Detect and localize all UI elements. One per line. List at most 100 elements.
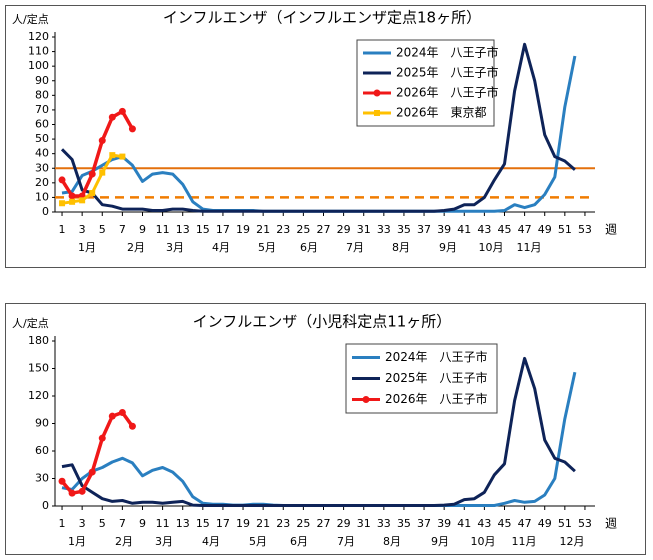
- x-tick-label: 33: [377, 517, 391, 530]
- month-label: 8月: [392, 241, 410, 254]
- x-tick-label: 49: [538, 517, 552, 530]
- month-label: 3月: [155, 535, 173, 548]
- point: [58, 176, 66, 184]
- point: [79, 197, 86, 204]
- point: [99, 169, 106, 176]
- month-label: 2月: [115, 535, 133, 548]
- x-tick-label: 31: [357, 517, 371, 530]
- point: [128, 125, 136, 133]
- y-tick-label: 70: [35, 103, 49, 116]
- x-tick-label: 3: [79, 517, 86, 530]
- x-tick-label: 37: [417, 517, 431, 530]
- x-tick-label: 35: [397, 517, 411, 530]
- x-tick-label: 51: [558, 517, 572, 530]
- legend-marker: [373, 89, 381, 97]
- month-label: 7月: [337, 535, 355, 548]
- y-tick-label: 50: [35, 132, 49, 145]
- x-axis-label: 週: [605, 223, 617, 237]
- x-tick-label: 39: [437, 223, 451, 236]
- y-tick-label: 60: [35, 444, 49, 457]
- point: [108, 113, 116, 121]
- legend-label: 2024年 八王子市: [385, 349, 488, 364]
- point: [118, 107, 126, 115]
- x-tick-label: 35: [397, 223, 411, 236]
- x-tick-label: 25: [296, 223, 310, 236]
- y-tick-label: 150: [28, 362, 49, 375]
- y-tick-label: 0: [42, 205, 49, 218]
- x-tick-label: 7: [119, 517, 126, 530]
- point: [58, 477, 66, 485]
- legend-label: 2025年 八王子市: [385, 370, 488, 385]
- y-tick-label: 110: [28, 45, 49, 58]
- x-tick-label: 13: [176, 223, 190, 236]
- x-tick-label: 11: [156, 223, 170, 236]
- x-tick-label: 1: [59, 517, 66, 530]
- x-tick-label: 39: [437, 517, 451, 530]
- point: [78, 487, 86, 495]
- month-label: 4月: [202, 535, 220, 548]
- point: [108, 412, 116, 420]
- x-tick-label: 21: [256, 223, 270, 236]
- x-tick-label: 33: [377, 223, 391, 236]
- legend-label: 2026年 八王子市: [396, 85, 499, 100]
- x-tick-label: 15: [196, 517, 210, 530]
- month-label: 2月: [127, 241, 145, 254]
- y-tick-label: 100: [28, 59, 49, 72]
- x-tick-label: 1: [59, 223, 66, 236]
- x-tick-label: 47: [518, 223, 532, 236]
- x-tick-label: 17: [216, 223, 230, 236]
- legend-marker: [374, 110, 380, 116]
- x-tick-label: 43: [477, 517, 491, 530]
- x-tick-label: 45: [497, 517, 511, 530]
- point: [88, 468, 96, 476]
- x-tick-label: 5: [99, 223, 106, 236]
- point: [98, 137, 106, 145]
- month-label: 6月: [300, 241, 318, 254]
- x-tick-label: 23: [276, 517, 290, 530]
- point: [89, 190, 96, 197]
- month-label: 7月: [346, 241, 364, 254]
- month-label: 10月: [471, 535, 496, 548]
- y-tick-label: 180: [28, 334, 49, 347]
- month-label: 9月: [439, 241, 457, 254]
- legend-label: 2026年 東京都: [396, 106, 487, 120]
- y-tick-label: 40: [35, 147, 49, 160]
- x-tick-label: 21: [256, 517, 270, 530]
- x-tick-label: 53: [578, 223, 592, 236]
- x-tick-label: 47: [518, 517, 532, 530]
- month-label: 4月: [212, 241, 230, 254]
- x-tick-label: 23: [276, 223, 290, 236]
- point: [68, 192, 76, 200]
- series-line: [60, 410, 134, 495]
- y-tick-label: 80: [35, 88, 49, 101]
- x-tick-label: 37: [417, 223, 431, 236]
- month-label: 11月: [512, 535, 537, 548]
- x-tick-label: 11: [156, 517, 170, 530]
- y-axis-label: 人/定点: [12, 316, 49, 330]
- y-tick-label: 30: [35, 161, 49, 174]
- x-tick-label: 49: [538, 223, 552, 236]
- point: [128, 422, 136, 430]
- x-tick-label: 27: [316, 223, 330, 236]
- series-line: [61, 371, 577, 507]
- point: [109, 152, 116, 159]
- x-tick-label: 19: [236, 517, 250, 530]
- point: [69, 198, 76, 205]
- month-label: 6月: [290, 535, 308, 548]
- x-tick-label: 19: [236, 223, 250, 236]
- y-tick-label: 120: [28, 389, 49, 402]
- y-tick-label: 10: [35, 190, 49, 203]
- point: [119, 153, 126, 160]
- y-tick-label: 120: [28, 30, 49, 43]
- x-tick-label: 53: [578, 517, 592, 530]
- x-tick-label: 29: [337, 517, 351, 530]
- x-tick-label: 31: [357, 223, 371, 236]
- x-tick-label: 9: [139, 517, 146, 530]
- month-label: 1月: [68, 535, 86, 548]
- y-tick-label: 60: [35, 118, 49, 131]
- month-label: 3月: [166, 241, 184, 254]
- chart-title: インフルエンザ（インフルエンザ定点18ヶ所）: [163, 9, 481, 27]
- y-axis-label: 人/定点: [12, 12, 49, 26]
- x-tick-label: 25: [296, 517, 310, 530]
- month-label: 9月: [431, 535, 449, 548]
